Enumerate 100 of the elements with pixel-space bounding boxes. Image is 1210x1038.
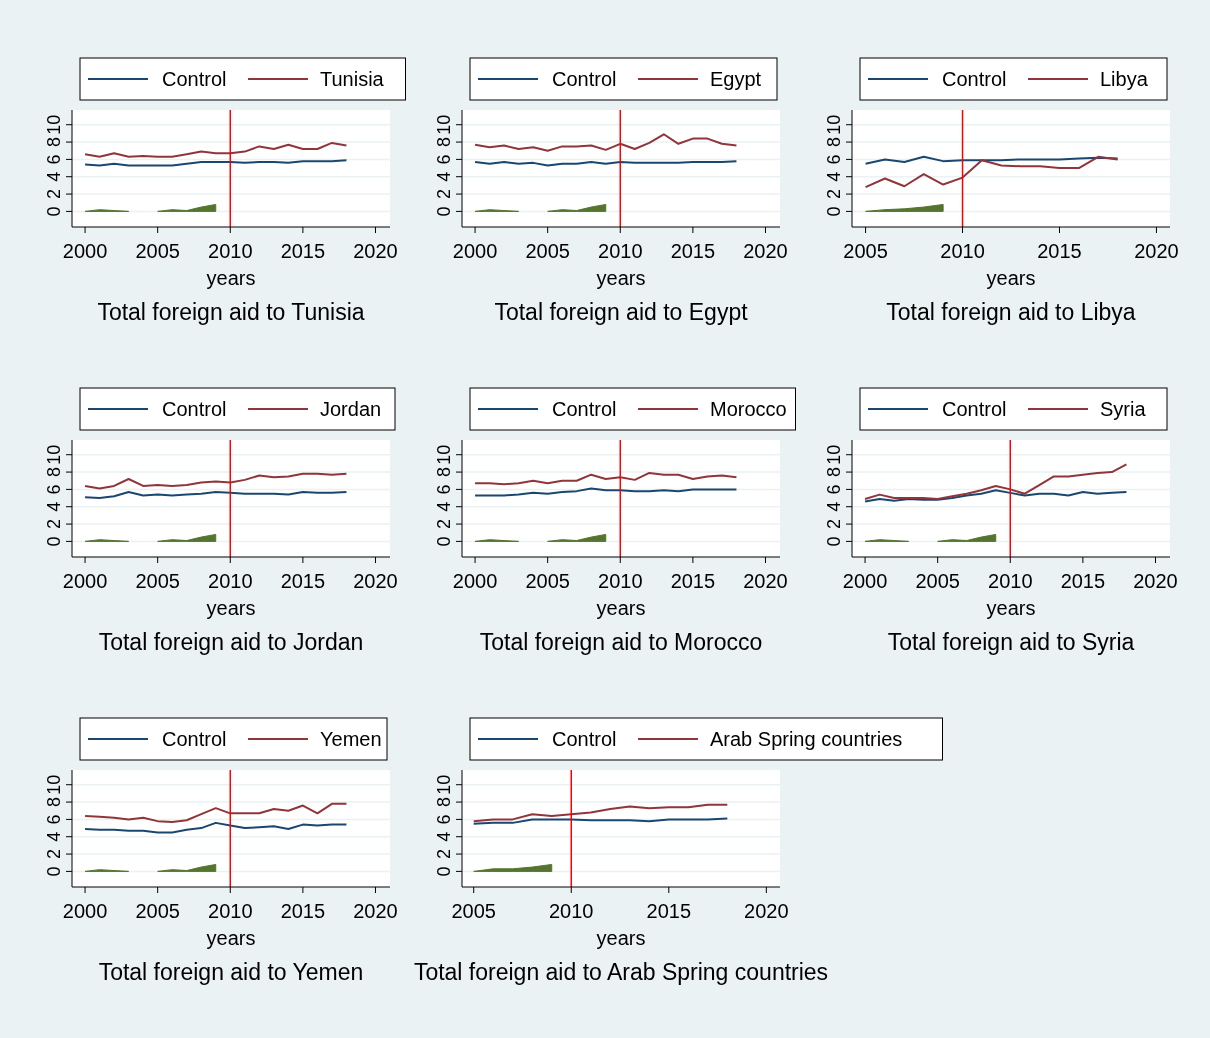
legend-label: Tunisia <box>320 68 385 90</box>
y-tick-label: 2 <box>44 849 64 860</box>
x-tick-label: 2020 <box>743 240 788 262</box>
x-tick-label: 2015 <box>280 570 326 592</box>
line-series <box>472 803 729 823</box>
x-tick-label: 2020 <box>353 570 398 592</box>
line-series <box>864 155 1119 165</box>
y-tick-label: 8 <box>434 797 454 808</box>
x-tick-label: 2010 <box>598 570 643 592</box>
x-tick-label: 2015 <box>280 240 326 262</box>
x-axis-title: years <box>986 597 1036 619</box>
y-tick-label: 8 <box>824 137 844 148</box>
legend-label: Control <box>552 728 617 750</box>
legend-label: Jordan <box>320 398 382 420</box>
y-tick-label: 4 <box>824 171 844 182</box>
y-tick-label: 10 <box>44 774 64 795</box>
x-tick-label: 2010 <box>940 240 985 262</box>
y-tick-label: 6 <box>434 154 454 165</box>
legend-label: Yemen <box>320 728 382 750</box>
x-tick-label: 2005 <box>843 240 888 262</box>
y-tick-label: 6 <box>824 484 844 495</box>
x-tick-label: 2015 <box>646 900 692 922</box>
y-tick-label: 0 <box>434 536 454 547</box>
y-tick-label: 4 <box>44 501 64 512</box>
x-axis-title: years <box>206 597 256 619</box>
y-tick-label: 2 <box>434 519 454 530</box>
line-series <box>84 821 348 834</box>
y-tick-label: 2 <box>434 849 454 860</box>
y-tick-label: 0 <box>824 536 844 547</box>
text: Total foreign aid to Tunisia <box>97 299 365 325</box>
legend-label: Control <box>552 68 617 90</box>
y-tick-label: 4 <box>434 831 454 842</box>
x-tick-label: 2015 <box>670 240 716 262</box>
y-tick-label: 8 <box>44 797 64 808</box>
line-series <box>474 471 738 486</box>
x-tick-label: 2015 <box>670 570 716 592</box>
y-tick-label: 8 <box>824 467 844 478</box>
text: Total foreign aid to Egypt <box>494 299 749 325</box>
x-axis-title: years <box>596 597 646 619</box>
y-tick-label: 2 <box>44 189 64 200</box>
x-tick-label: 2010 <box>549 900 594 922</box>
y-tick-label: 8 <box>44 137 64 148</box>
x-tick-label: 2000 <box>62 240 108 262</box>
y-tick-label: 6 <box>44 484 64 495</box>
x-axis-title: years <box>206 267 256 289</box>
x-tick-label: 2000 <box>452 240 498 262</box>
x-tick-label: 2000 <box>452 570 498 592</box>
line-series <box>84 472 348 490</box>
y-tick-label: 0 <box>434 206 454 217</box>
y-tick-label: 10 <box>44 444 64 465</box>
x-tick-label: 2020 <box>1134 240 1179 262</box>
x-tick-label: 2005 <box>135 240 180 262</box>
y-tick-label: 4 <box>44 831 64 842</box>
legend-label: Control <box>162 398 227 420</box>
x-tick-label: 2000 <box>62 570 108 592</box>
line-series <box>864 463 1128 500</box>
y-tick-label: 0 <box>44 866 64 877</box>
line-series <box>474 133 738 152</box>
legend-label: Arab Spring countries <box>710 728 903 750</box>
x-axis-title: years <box>986 267 1036 289</box>
line-series <box>864 155 1119 189</box>
y-tick-label: 2 <box>434 189 454 200</box>
x-axis-title: years <box>206 927 256 949</box>
x-tick-label: 2020 <box>353 240 398 262</box>
x-tick-label: 2005 <box>525 240 570 262</box>
line-series <box>864 489 1128 503</box>
y-tick-label: 2 <box>824 519 844 530</box>
legend-label: Control <box>942 68 1007 90</box>
y-tick-label: 6 <box>44 154 64 165</box>
y-tick-label: 10 <box>824 444 844 465</box>
y-tick-label: 4 <box>44 171 64 182</box>
text: Total foreign aid to Libya <box>886 299 1136 325</box>
text: Total foreign aid to Jordan <box>98 629 364 655</box>
line-series <box>84 802 348 823</box>
legend-label: Morocco <box>710 398 787 420</box>
y-tick-label: 4 <box>434 501 454 512</box>
x-tick-label: 2020 <box>743 570 788 592</box>
x-tick-label: 2020 <box>353 900 398 922</box>
y-tick-label: 8 <box>434 467 454 478</box>
y-tick-label: 4 <box>434 171 454 182</box>
text: Total foreign aid to Arab Spring countries <box>413 959 829 985</box>
y-tick-label: 8 <box>44 467 64 478</box>
y-tick-label: 4 <box>824 501 844 512</box>
x-tick-label: 2015 <box>280 900 326 922</box>
legend-label: Libya <box>1100 68 1149 90</box>
x-axis-title: years <box>596 267 646 289</box>
x-tick-label: 2010 <box>208 900 253 922</box>
legend-label: Control <box>552 398 617 420</box>
legend-label: Egypt <box>710 68 762 90</box>
y-tick-label: 0 <box>434 866 454 877</box>
y-tick-label: 10 <box>434 774 454 795</box>
y-tick-label: 2 <box>824 189 844 200</box>
y-tick-label: 2 <box>44 519 64 530</box>
y-tick-label: 6 <box>44 814 64 825</box>
y-tick-label: 0 <box>824 206 844 217</box>
x-tick-label: 2005 <box>451 900 496 922</box>
y-tick-label: 6 <box>434 484 454 495</box>
x-tick-label: 2015 <box>1037 240 1082 262</box>
legend-label: Control <box>162 728 227 750</box>
x-tick-label: 2000 <box>842 570 888 592</box>
